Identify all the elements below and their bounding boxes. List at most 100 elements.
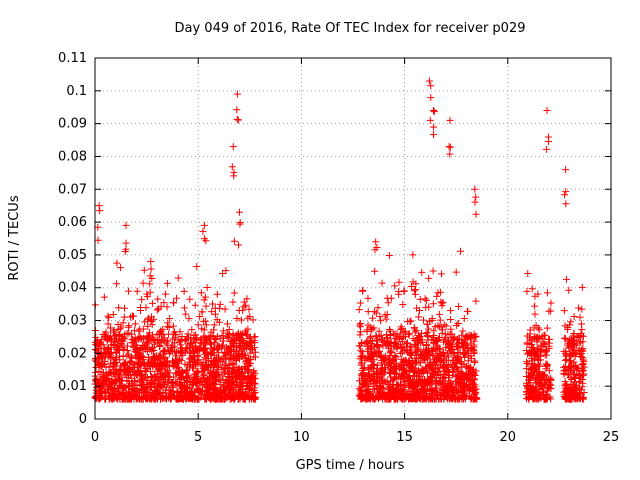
data-point [397, 381, 405, 389]
data-point [472, 333, 480, 341]
data-point [158, 365, 166, 373]
data-point [191, 301, 199, 309]
data-point [199, 381, 207, 389]
data-point [418, 268, 426, 276]
data-point [365, 382, 373, 390]
data-point [125, 366, 133, 374]
data-point [356, 392, 364, 400]
data-point [358, 339, 366, 347]
data-point [111, 365, 119, 373]
data-point [436, 316, 444, 324]
data-point [522, 365, 530, 373]
data-point [580, 363, 588, 371]
data-point [366, 393, 374, 401]
data-point [151, 377, 159, 385]
data-point [452, 268, 460, 276]
data-point [102, 388, 110, 396]
data-point [101, 331, 109, 339]
data-point [157, 354, 165, 362]
data-point [141, 367, 149, 375]
data-point [165, 386, 173, 394]
data-point [180, 304, 188, 312]
data-point [235, 208, 243, 216]
data-point [465, 364, 473, 372]
data-point [169, 322, 177, 330]
data-point [531, 363, 539, 371]
data-point [149, 335, 157, 343]
data-point [372, 309, 380, 317]
data-point [229, 143, 237, 151]
data-point [103, 335, 111, 343]
data-point [249, 316, 257, 324]
data-point [173, 294, 181, 302]
data-point [370, 350, 378, 358]
data-point [397, 350, 405, 358]
data-point [397, 325, 405, 333]
data-point [357, 389, 365, 397]
data-point [200, 221, 208, 229]
data-point [203, 348, 211, 356]
data-point [539, 342, 547, 350]
data-point [143, 384, 151, 392]
data-point [456, 358, 464, 366]
data-point [539, 371, 547, 379]
data-point [560, 347, 568, 355]
data-point [396, 330, 404, 338]
data-point [433, 341, 441, 349]
data-point [213, 345, 221, 353]
data-point [213, 290, 221, 298]
data-point [405, 380, 413, 388]
data-point [122, 221, 130, 229]
data-point [211, 357, 219, 365]
x-tick-label: 0 [91, 430, 99, 445]
data-point [247, 373, 255, 381]
data-point [251, 370, 259, 378]
data-point [452, 395, 460, 403]
data-point [229, 298, 237, 306]
data-point [369, 394, 377, 402]
data-point [575, 304, 583, 312]
data-point [454, 352, 462, 360]
data-point [189, 380, 197, 388]
data-point [137, 354, 145, 362]
data-point [140, 266, 148, 274]
data-point [399, 300, 407, 308]
data-point [162, 395, 170, 403]
data-point [107, 324, 115, 332]
data-point [570, 330, 578, 338]
data-point [364, 337, 372, 345]
data-point [386, 347, 394, 355]
data-point [151, 340, 159, 348]
data-point [425, 77, 433, 85]
data-point [563, 356, 571, 364]
data-point [131, 320, 139, 328]
data-point [544, 137, 552, 145]
data-point [458, 363, 466, 371]
data-point [463, 334, 471, 342]
data-point [146, 379, 154, 387]
data-point [99, 341, 107, 349]
data-point [463, 349, 471, 357]
data-point [432, 337, 440, 345]
data-point [135, 327, 143, 335]
data-point [390, 376, 398, 384]
data-point [429, 300, 437, 308]
data-point [107, 359, 115, 367]
data-point [369, 377, 377, 385]
data-point [546, 335, 554, 343]
data-point [148, 299, 156, 307]
data-point [525, 393, 533, 401]
data-point [422, 296, 430, 304]
data-point [379, 370, 387, 378]
data-point [543, 351, 551, 359]
data-point [390, 385, 398, 393]
data-point [456, 375, 464, 383]
data-point [406, 318, 414, 326]
data-point [382, 364, 390, 372]
axis-ticks: 0 0.01 0.02 0.03 0.04 0.05 0.06 0.07 0.08 0.09 0.1… [58, 51, 619, 445]
data-point [427, 94, 435, 102]
data-point [173, 387, 181, 395]
data-point [410, 323, 418, 331]
data-point [225, 331, 233, 339]
data-point [454, 343, 462, 351]
